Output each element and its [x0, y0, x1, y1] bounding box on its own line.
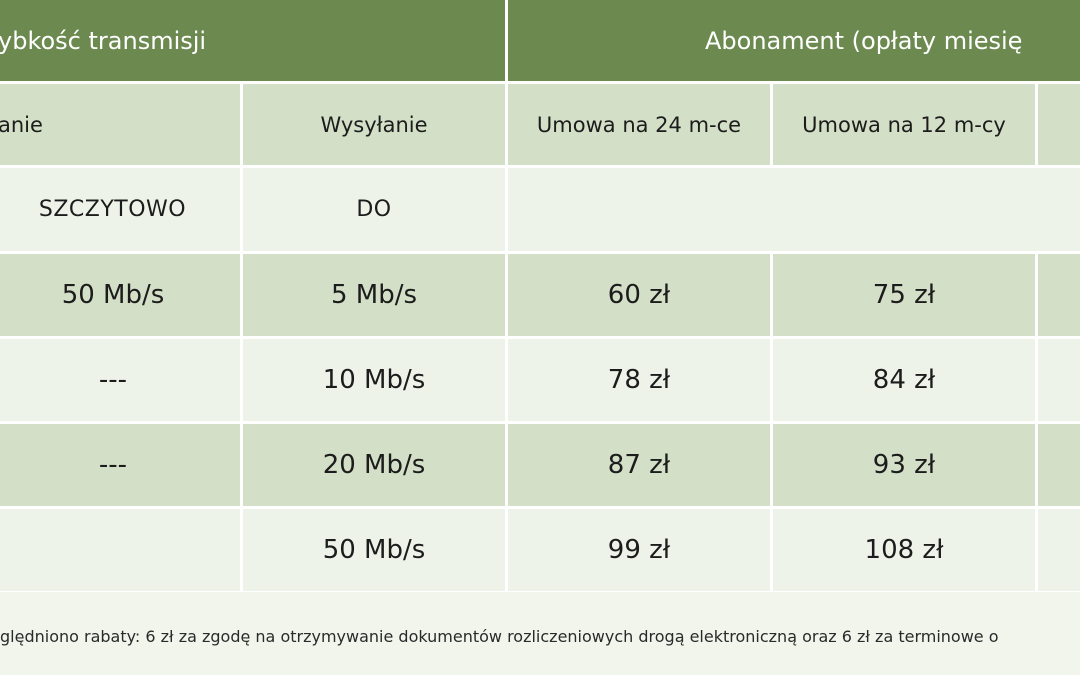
- subheader-download-text: anie: [0, 112, 43, 137]
- table-cell-extra: [1038, 424, 1080, 506]
- table-cell-value: 93 zł: [872, 450, 936, 480]
- table-cell-value: 75 zł: [872, 280, 936, 310]
- group-header-speed: ybkość transmisji: [0, 0, 505, 81]
- table-cell-value: 50 Mb/s: [322, 535, 426, 565]
- subheader-contract-24: Umowa na 24 m-ce: [508, 84, 770, 165]
- subheader-extra: [1038, 84, 1080, 165]
- table-cell-value: 60 zł: [607, 280, 671, 310]
- footnote-text: ględniono rabaty: 6 zł za zgodę na otrzy…: [0, 627, 999, 646]
- label-upload: DO: [243, 168, 505, 251]
- group-header-speed-text: ybkość transmisji: [0, 26, 207, 55]
- table-cell-upload: 20 Mb/s: [243, 424, 505, 506]
- table-cell-upload: 10 Mb/s: [243, 339, 505, 421]
- subheader-upload: Wysyłanie: [243, 84, 505, 165]
- table-cell-value: 78 zł: [607, 365, 671, 395]
- table-cell-value: 87 zł: [607, 450, 671, 480]
- table-cell-value: 108 zł: [864, 535, 944, 565]
- table-cell-upload: 50 Mb/s: [243, 509, 505, 591]
- table-cell-value: ---: [98, 450, 128, 480]
- subheader-contract-24-text: Umowa na 24 m-ce: [536, 112, 742, 137]
- table-cell-contract-12: 75 zł: [773, 254, 1035, 336]
- group-header-subscription: Abonament (opłaty miesię: [508, 0, 1080, 81]
- table-cell-value: 99 zł: [607, 535, 671, 565]
- group-header-subscription-text: Abonament (opłaty miesię: [705, 26, 1023, 55]
- label-subscription-empty: [508, 168, 1080, 251]
- table-cell-download: ---: [0, 424, 240, 506]
- label-download-text: SZCZYTOWO: [38, 197, 187, 222]
- table-cell-contract-24: 87 zł: [508, 424, 770, 506]
- table-cell-contract-12: 93 zł: [773, 424, 1035, 506]
- table-cell-value: 50 Mb/s: [61, 280, 165, 310]
- table-cell-download: 50 Mb/s: [0, 254, 240, 336]
- table-cell-contract-24: 60 zł: [508, 254, 770, 336]
- table-cell-contract-24: 78 zł: [508, 339, 770, 421]
- table-cell-download: ---: [0, 339, 240, 421]
- table-cell-extra: [1038, 254, 1080, 336]
- table-cell-value: 10 Mb/s: [322, 365, 426, 395]
- subheader-upload-text: Wysyłanie: [320, 112, 428, 137]
- table-cell-contract-12: 84 zł: [773, 339, 1035, 421]
- subheader-contract-12: Umowa na 12 m-cy: [773, 84, 1035, 165]
- label-download: SZCZYTOWO: [0, 168, 240, 251]
- table-cell-extra: [1038, 339, 1080, 421]
- table-cell-contract-12: 108 zł: [773, 509, 1035, 591]
- subheader-download: anie: [0, 84, 240, 165]
- table-cell-value: 20 Mb/s: [322, 450, 426, 480]
- label-upload-text: DO: [356, 197, 392, 222]
- table-cell-value: 5 Mb/s: [330, 280, 418, 310]
- footnote: ględniono rabaty: 6 zł za zgodę na otrzy…: [0, 598, 1080, 675]
- table-cell-value: 84 zł: [872, 365, 936, 395]
- table-cell-extra: [1038, 509, 1080, 591]
- subheader-contract-12-text: Umowa na 12 m-cy: [802, 112, 1006, 137]
- table-cell-upload: 5 Mb/s: [243, 254, 505, 336]
- table-cell-download: [0, 509, 240, 591]
- table-cell-contract-24: 99 zł: [508, 509, 770, 591]
- pricing-table: ybkość transmisji Abonament (opłaty mies…: [0, 0, 1080, 592]
- table-cell-value: ---: [98, 365, 128, 395]
